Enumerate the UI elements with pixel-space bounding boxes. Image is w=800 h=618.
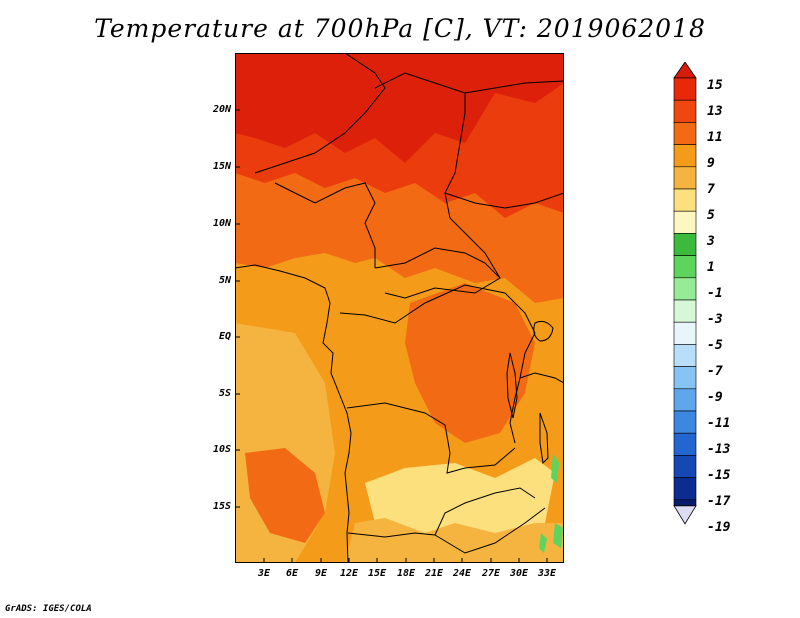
- colorbar-box: [673, 210, 697, 234]
- colorbar-label: -19: [707, 520, 731, 535]
- lon-label-33e: 33E: [537, 568, 557, 579]
- colorbar-box: [673, 321, 697, 345]
- colorbar: [673, 62, 697, 525]
- colorbar-label: 11: [707, 130, 723, 145]
- colorbar-label: 9: [707, 156, 715, 171]
- colorbar-box: [673, 255, 697, 279]
- colorbar-box: [673, 455, 697, 478]
- colorbar-box: [673, 99, 697, 123]
- lake-tanganyika: [506, 352, 518, 419]
- colorbar-box: [673, 144, 697, 168]
- grads-credit: GrADS: IGES/COLA: [5, 604, 92, 614]
- field-deep-red: [235, 53, 564, 163]
- lat-label-5s: 5S: [218, 388, 231, 399]
- border-tanzania: [519, 372, 564, 384]
- border-congo-drc: [339, 284, 536, 334]
- colorbar-label: 15: [707, 78, 723, 93]
- lon-label-9e: 9E: [314, 568, 328, 579]
- colorbar-label: 1: [707, 260, 715, 275]
- lon-label-27e: 27E: [481, 568, 501, 579]
- lake-victoria: [533, 320, 554, 342]
- border-red-sea: [464, 80, 564, 94]
- colorbar-label: -1: [707, 286, 723, 301]
- lon-label-3e: 3E: [257, 568, 271, 579]
- colorbar-label: -11: [707, 416, 731, 431]
- border-zimbabwe: [434, 507, 546, 554]
- colorbar-label: -15: [707, 468, 731, 483]
- colorbar-box: [673, 410, 697, 434]
- colorbar-top-arrow: [673, 62, 697, 79]
- lon-label-15e: 15E: [367, 568, 387, 579]
- border-drc-east: [509, 332, 536, 444]
- border-chad-sudan: [444, 112, 501, 279]
- colorbar-label: -17: [707, 494, 731, 509]
- colorbar-label: -9: [707, 390, 723, 405]
- coastline-west: [235, 264, 352, 563]
- lat-label-20n: 20N: [212, 104, 231, 115]
- colorbar-box: [673, 388, 697, 412]
- border-angola-east: [444, 424, 516, 474]
- field-green-east: [539, 453, 563, 553]
- border-nigeria: [274, 182, 376, 268]
- colorbar-boxes: [673, 62, 697, 525]
- lon-label-6e: 6E: [285, 568, 299, 579]
- lon-label-12e: 12E: [339, 568, 359, 579]
- lat-label-10n: 10N: [212, 218, 231, 229]
- colorbar-label: -7: [707, 364, 723, 379]
- lon-label-30e: 30E: [509, 568, 529, 579]
- lake-malawi: [539, 412, 549, 465]
- border-sudan-south: [444, 192, 564, 209]
- border-zambia: [434, 487, 536, 536]
- lat-label-15s: 15S: [212, 501, 231, 512]
- lon-label-18e: 18E: [396, 568, 416, 579]
- colorbar-label: 7: [707, 182, 715, 197]
- colorbar-label: -3: [707, 312, 723, 327]
- field-orange-red-congo: [405, 283, 535, 443]
- colorbar-label: 13: [707, 104, 723, 119]
- lon-label-24e: 24E: [452, 568, 472, 579]
- map-title: Temperature at 700hPa [C], VT: 201906201…: [94, 14, 706, 43]
- colorbar-label: -5: [707, 338, 723, 353]
- colorbar-box: [673, 277, 697, 301]
- borders: [235, 53, 564, 563]
- border-sahel: [254, 53, 386, 174]
- field-light-orange-south: [345, 518, 564, 563]
- tick-marks: [235, 109, 548, 563]
- colorbar-label: 3: [707, 234, 715, 249]
- border-car: [374, 247, 501, 299]
- lon-label-21e: 21E: [424, 568, 444, 579]
- colorbar-label: -13: [707, 442, 731, 457]
- colorbar-box: [673, 366, 697, 390]
- colorbar-box: [673, 166, 697, 190]
- colorbar-box: [673, 477, 697, 501]
- lat-label-eq: EQ: [218, 331, 231, 342]
- map-frame: [235, 53, 564, 563]
- border-angola-north: [346, 402, 446, 426]
- colorbar-bottom-arrow: [673, 505, 697, 525]
- lat-label-10s: 10S: [212, 444, 231, 455]
- colorbar-box: [673, 122, 697, 145]
- colorbar-box: [673, 77, 697, 101]
- colorbar-box: [673, 188, 697, 212]
- lat-label-15n: 15N: [212, 161, 231, 172]
- border-angola-south: [347, 532, 436, 538]
- temperature-map: [235, 53, 564, 563]
- colorbar-label: 5: [707, 208, 715, 223]
- colorbar-box: [673, 344, 697, 367]
- colorbar-box: [673, 299, 697, 323]
- colorbar-box: [673, 499, 697, 507]
- border-niger-chad: [374, 72, 466, 113]
- lat-label-5n: 5N: [218, 275, 231, 286]
- field-orange-red-atlantic: [245, 448, 325, 543]
- colorbar-box: [673, 432, 697, 456]
- colorbar-box: [673, 233, 697, 256]
